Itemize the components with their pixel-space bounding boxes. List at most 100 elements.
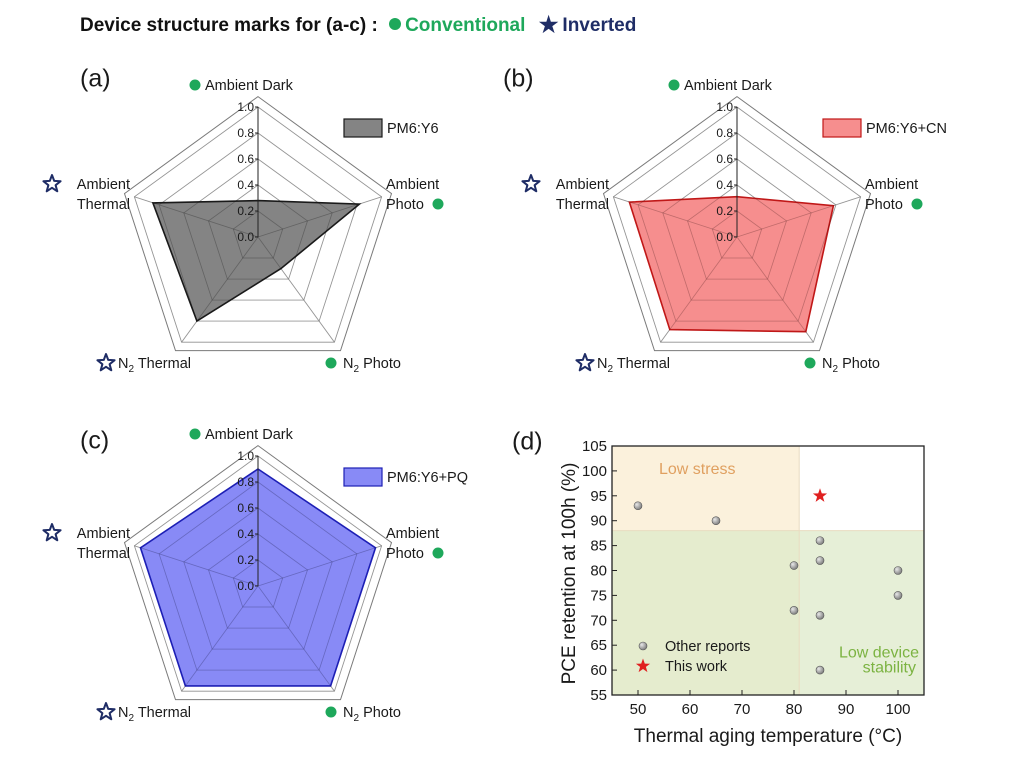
radar-spoke-overlay xyxy=(736,236,814,343)
legend-marker-this xyxy=(635,658,651,673)
data-point-this-work xyxy=(812,488,828,502)
radar-grid-overlay xyxy=(612,106,862,343)
radar-spoke-overlay xyxy=(257,585,335,692)
conventional-dot-icon xyxy=(432,547,444,559)
axis-label: Thermal xyxy=(77,197,130,213)
radar-grid-overlay xyxy=(133,106,383,343)
legend-swatch xyxy=(822,118,862,138)
radar-series-polygon xyxy=(151,199,362,323)
radar-spoke-overlay xyxy=(613,196,738,238)
region-label: Low stress xyxy=(659,461,735,478)
y-tick-label: 75 xyxy=(590,587,607,604)
data-point-other-report xyxy=(815,556,825,565)
radar-grid-overlay xyxy=(208,184,308,280)
axis-label: Ambient xyxy=(77,526,130,542)
y-tick-label: 70 xyxy=(590,612,607,629)
axis-label: Photo xyxy=(386,546,424,562)
region-label: Low device xyxy=(839,645,919,662)
data-point-other-report xyxy=(893,566,903,575)
radar-outer-frame xyxy=(123,444,393,701)
x-tick-label: 100 xyxy=(885,701,910,718)
radar-tick-label: 0.0 xyxy=(237,230,254,244)
header-inverted: Inverted xyxy=(562,15,637,36)
radar-grid-overlay xyxy=(208,533,308,629)
radar-tick-label: 0.2 xyxy=(237,204,254,218)
axis-label: Ambient xyxy=(865,177,918,193)
conventional-dot-icon xyxy=(804,357,816,369)
axis-label: Ambient Dark xyxy=(205,427,294,443)
radar-grid-overlay xyxy=(183,158,333,301)
data-point-other-report xyxy=(815,611,825,620)
panel-label: (d) xyxy=(512,428,543,456)
radar-tick-label: 0.0 xyxy=(716,230,733,244)
radar-grid-overlay xyxy=(158,481,358,671)
radar-tick-label: 0.6 xyxy=(237,152,254,166)
radar-grid-overlay xyxy=(133,455,383,692)
radar-spoke-overlay xyxy=(257,545,382,587)
y-tick-label: 65 xyxy=(590,637,607,654)
axis-label: Thermal xyxy=(77,546,130,562)
y-tick-label: 105 xyxy=(582,438,607,455)
radar-tick-label: 1.0 xyxy=(237,100,254,114)
radar-tick-label: 1.0 xyxy=(237,449,254,463)
y-tick-label: 55 xyxy=(590,687,607,704)
radar-chart-b: (b) 0.0 0.2 0.4 0.6 0.8 1.0 PM6:Y6+CN Ambient Da… xyxy=(503,65,947,375)
legend-label: This work xyxy=(665,659,728,675)
inverted-star-icon xyxy=(42,523,62,542)
axis-label: Ambient xyxy=(77,177,130,193)
conventional-dot-icon xyxy=(389,18,402,30)
data-point-other-report xyxy=(633,501,643,511)
conventional-dot-icon xyxy=(325,357,337,369)
panel-label: (b) xyxy=(503,65,534,93)
radar-tick-label: 0.2 xyxy=(716,204,733,218)
y-tick-label: 85 xyxy=(590,538,607,555)
axis-label: Ambient xyxy=(386,177,439,193)
radar-tick-label: 1.0 xyxy=(716,100,733,114)
data-point-other-report xyxy=(815,665,825,675)
radar-tick-label: 0.4 xyxy=(237,178,254,192)
radar-grid-overlay xyxy=(637,132,837,322)
radar-grid-overlay xyxy=(158,132,358,322)
header-prefix: Device structure marks for (a-c) : xyxy=(80,15,378,36)
inverted-star-icon xyxy=(521,174,541,193)
radar-spoke-overlay xyxy=(736,196,861,238)
radar-chart-c: (c) 0.0 0.2 0.4 0.6 0.8 1.0 PM6:Y6+PQ Ambient Da… xyxy=(42,427,468,724)
data-point-other-report xyxy=(893,591,903,600)
conventional-dot-icon xyxy=(668,79,680,91)
radar-spoke-overlay xyxy=(257,196,382,238)
region-label: stability xyxy=(863,660,916,677)
radar-grid-overlay xyxy=(662,158,812,301)
radar-grid-overlay xyxy=(183,507,333,650)
x-tick-label: 60 xyxy=(682,701,699,718)
radar-spoke-overlay xyxy=(134,545,259,587)
x-tick-label: 90 xyxy=(838,701,855,718)
y-tick-label: 95 xyxy=(590,488,607,505)
axis-label: Ambient Dark xyxy=(684,78,773,94)
inverted-star-icon xyxy=(42,174,62,193)
radar-tick-label: 0.4 xyxy=(716,178,733,192)
legend-label: Other reports xyxy=(665,639,750,655)
radar-grid-ring xyxy=(158,132,358,322)
conventional-dot-icon xyxy=(325,706,337,718)
radar-tick-label: 0.8 xyxy=(716,126,733,140)
conventional-dot-icon xyxy=(189,79,201,91)
header-conventional: Conventional xyxy=(405,15,526,36)
radar-series-polygon xyxy=(628,195,835,333)
radar-grid-ring xyxy=(133,106,383,343)
axis-label: Ambient xyxy=(556,177,609,193)
radar-tick-label: 0.6 xyxy=(237,501,254,515)
panel-label: (c) xyxy=(80,427,109,455)
conventional-dot-icon xyxy=(432,198,444,210)
radar-chart-a: (a) 0.0 0.2 0.4 0.6 0.8 1.0 PM6:Y6 Ambient Dark A… xyxy=(42,65,444,375)
data-point-other-report xyxy=(789,561,799,570)
radar-spoke-overlay xyxy=(660,236,738,343)
inverted-star-icon: ★ xyxy=(538,12,559,37)
axis-label: N2 Thermal xyxy=(597,356,670,375)
conventional-dot-icon xyxy=(189,428,201,440)
x-tick-label: 70 xyxy=(734,701,751,718)
legend-swatch xyxy=(343,467,383,487)
inverted-star-icon xyxy=(96,702,116,721)
inverted-star-icon xyxy=(96,353,116,372)
